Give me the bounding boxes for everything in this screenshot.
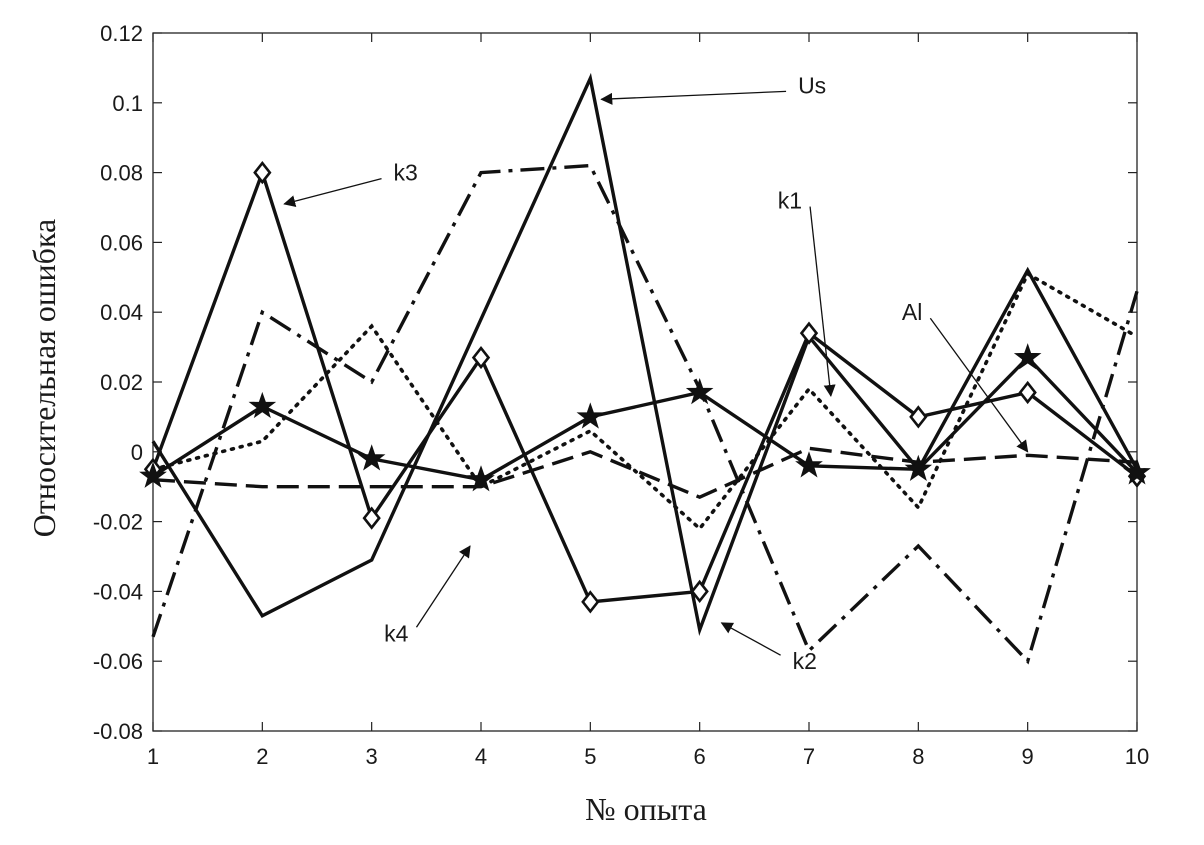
series-line-al	[152, 446, 1138, 500]
y-tick-label: -0.06	[93, 649, 143, 674]
annotation-arrow-us	[600, 90, 787, 105]
annotation-label-k4: k4	[384, 620, 409, 646]
x-tick-label: 3	[366, 744, 378, 769]
x-tick-label: 6	[694, 744, 706, 769]
x-tick-label: 1	[147, 744, 159, 769]
y-tick-label: 0.04	[100, 300, 143, 325]
y-tick-label: 0.06	[100, 230, 143, 255]
y-tick-label: -0.08	[93, 719, 143, 744]
annotation-arrow-al	[929, 317, 1029, 453]
series-marker-k3	[799, 321, 819, 345]
y-tick-label: -0.02	[93, 510, 143, 535]
series-line-k1	[151, 271, 1139, 532]
series-marker-k4	[248, 391, 277, 419]
series-line-k2	[151, 163, 1139, 665]
y-tick-label: 0	[131, 440, 143, 465]
annotation-label-al: Al	[902, 299, 922, 325]
annotation-arrow-k2	[720, 622, 781, 656]
series-line-us	[151, 72, 1139, 637]
series-marker-k3	[1018, 380, 1037, 405]
annotation-label-k2: k2	[793, 648, 817, 674]
annotation-arrow-k3	[283, 177, 382, 208]
annotation-arrow-k4	[415, 545, 471, 628]
series-marker-k4	[795, 451, 823, 478]
series-marker-k3	[253, 161, 272, 185]
series-marker-k3	[471, 345, 491, 370]
series-marker-k4	[1123, 458, 1151, 485]
series-line-k3	[151, 167, 1139, 604]
y-tick-label: -0.04	[93, 579, 143, 604]
y-tick-label: 0.1	[112, 91, 143, 116]
x-tick-label: 4	[475, 744, 487, 769]
plot-frame	[152, 32, 1138, 732]
annotation-label-k1: k1	[778, 188, 802, 214]
series-marker-k4	[576, 402, 605, 429]
series-line-k4	[152, 355, 1139, 482]
series-marker-k4	[685, 377, 714, 405]
series-marker-k3	[581, 590, 600, 614]
x-tick-label: 8	[912, 744, 924, 769]
y-tick-label: 0.08	[100, 161, 143, 186]
x-tick-label: 7	[803, 744, 815, 769]
x-tick-label: 10	[1125, 744, 1149, 769]
series-marker-k3	[362, 506, 381, 530]
series-marker-k4	[467, 465, 495, 492]
x-tick-label: 9	[1022, 744, 1034, 769]
annotation-label-k3: k3	[394, 160, 418, 186]
x-tick-label: 2	[256, 744, 268, 769]
y-axis-title: Относительная ошибка	[26, 219, 62, 537]
series-marker-k4	[904, 454, 933, 482]
y-tick-label: 0.02	[100, 370, 143, 395]
series-marker-k4	[357, 444, 386, 471]
series-marker-k3	[690, 579, 709, 603]
y-tick-label: 0.12	[100, 21, 143, 46]
annotation-label-us: Us	[798, 72, 826, 98]
x-axis-title: № опыта	[585, 791, 707, 827]
series-marker-k4	[139, 461, 167, 488]
plot-area: -0.08 -0.06 -0.04 -0.02 0 0.02 0.04 0.06 0.08 0.1…	[93, 21, 1151, 769]
x-tick-label: 5	[584, 744, 596, 769]
series-marker-k4	[1013, 343, 1042, 370]
series-marker-k3	[909, 405, 928, 429]
annotation-arrow-k1	[809, 206, 836, 397]
